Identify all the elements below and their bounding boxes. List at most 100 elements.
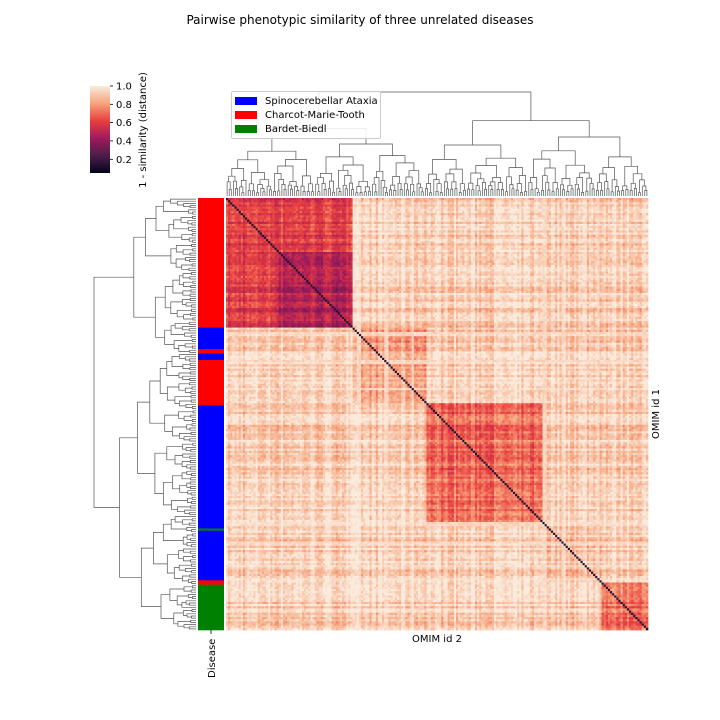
heatmap-cell xyxy=(452,226,454,229)
heatmap-cell xyxy=(426,215,428,218)
dendrogram-link xyxy=(451,189,453,196)
heatmap-cell xyxy=(469,202,471,205)
heatmap-cell xyxy=(597,213,599,216)
heatmap-cell xyxy=(287,211,289,214)
heatmap-cell xyxy=(241,224,243,227)
heatmap-cell xyxy=(483,217,485,220)
heatmap-cell xyxy=(422,217,424,220)
heatmap-cell xyxy=(410,226,412,229)
heatmap-cell xyxy=(642,220,644,223)
heatmap-cell xyxy=(374,209,376,212)
heatmap-cell xyxy=(327,226,329,229)
heatmap-cell xyxy=(454,209,456,212)
heatmap-cell xyxy=(564,198,566,201)
heatmap-cell xyxy=(576,204,578,207)
heatmap-cell xyxy=(243,211,245,214)
heatmap-cell xyxy=(424,211,426,214)
heatmap-cell xyxy=(315,202,317,205)
heatmap-cell xyxy=(467,217,469,220)
heatmap-cell xyxy=(629,222,631,225)
heatmap-cell xyxy=(448,222,450,225)
heatmap-cell xyxy=(317,209,319,212)
heatmap-cell xyxy=(494,226,496,229)
heatmap-cell xyxy=(277,198,279,201)
heatmap-cell xyxy=(327,200,329,203)
heatmap-cell xyxy=(287,202,289,205)
heatmap-cell xyxy=(414,202,416,205)
dendrogram-link xyxy=(421,192,423,196)
heatmap-cell xyxy=(551,202,553,205)
heatmap-cell xyxy=(589,211,591,214)
heatmap-cell xyxy=(640,198,642,201)
heatmap-cell xyxy=(473,200,475,203)
dendrogram-link xyxy=(413,192,415,196)
heatmap-cell xyxy=(524,198,526,201)
heatmap-cell xyxy=(583,217,585,220)
heatmap-cell xyxy=(604,204,606,207)
heatmap-cell xyxy=(452,202,454,205)
heatmap-cell xyxy=(346,220,348,223)
heatmap-cell xyxy=(475,198,477,201)
heatmap-cell xyxy=(515,220,517,223)
dendrogram-link xyxy=(275,174,282,192)
heatmap-cell xyxy=(460,220,462,223)
heatmap-cell xyxy=(452,213,454,216)
dendrogram-link xyxy=(290,189,292,196)
dendrogram-link xyxy=(191,415,196,417)
heatmap-cell xyxy=(399,209,401,212)
heatmap-cell xyxy=(262,220,264,223)
heatmap-cell xyxy=(467,222,469,225)
heatmap-cell xyxy=(479,220,481,223)
heatmap-cell xyxy=(471,215,473,218)
heatmap-cell xyxy=(456,222,458,225)
heatmap-cell xyxy=(249,215,251,218)
dendrogram-link xyxy=(160,368,167,393)
heatmap-cell xyxy=(228,222,230,225)
heatmap-cell xyxy=(424,215,426,218)
heatmap-cell xyxy=(521,198,523,201)
heatmap-cell xyxy=(336,213,338,216)
heatmap-cell xyxy=(610,220,612,223)
heatmap-cell xyxy=(443,211,445,214)
heatmap-cell xyxy=(587,207,589,210)
heatmap-cell xyxy=(595,213,597,216)
heatmap-cell xyxy=(433,215,435,218)
heatmap-cell xyxy=(298,217,300,220)
heatmap-cell xyxy=(264,220,266,223)
heatmap-cell xyxy=(526,204,528,207)
heatmap-cell xyxy=(270,202,272,205)
heatmap-cell xyxy=(424,217,426,220)
heatmap-cell xyxy=(513,215,515,218)
heatmap-cell xyxy=(340,224,342,227)
heatmap-cell xyxy=(435,224,437,227)
heatmap-cell xyxy=(281,215,283,218)
dendrogram-link xyxy=(169,224,182,237)
heatmap-cell xyxy=(266,204,268,207)
dendrogram-link xyxy=(501,189,503,196)
heatmap-cell xyxy=(386,224,388,227)
dendrogram-link xyxy=(179,433,191,438)
heatmap-cell xyxy=(270,213,272,216)
heatmap-cell xyxy=(334,224,336,227)
heatmap-cell xyxy=(279,213,281,216)
heatmap-cell xyxy=(338,220,340,223)
heatmap-cell xyxy=(243,226,245,229)
dendrogram-link xyxy=(193,318,196,320)
heatmap-cell xyxy=(279,226,281,229)
heatmap-cell xyxy=(538,222,540,225)
heatmap-cell xyxy=(494,222,496,225)
heatmap-cell xyxy=(376,198,378,201)
heatmap-cell xyxy=(230,200,232,203)
heatmap-cell xyxy=(342,202,344,205)
heatmap-cell xyxy=(355,207,357,210)
heatmap-cell xyxy=(350,222,352,225)
heatmap-cell xyxy=(530,211,532,214)
heatmap-cell xyxy=(589,217,591,220)
heatmap-cell xyxy=(477,224,479,227)
heatmap-cell xyxy=(462,217,464,220)
heatmap-cell xyxy=(237,220,239,223)
heatmap-cell xyxy=(441,213,443,216)
heatmap-cell xyxy=(397,215,399,218)
heatmap-cell xyxy=(346,202,348,205)
heatmap-cell xyxy=(334,215,336,218)
